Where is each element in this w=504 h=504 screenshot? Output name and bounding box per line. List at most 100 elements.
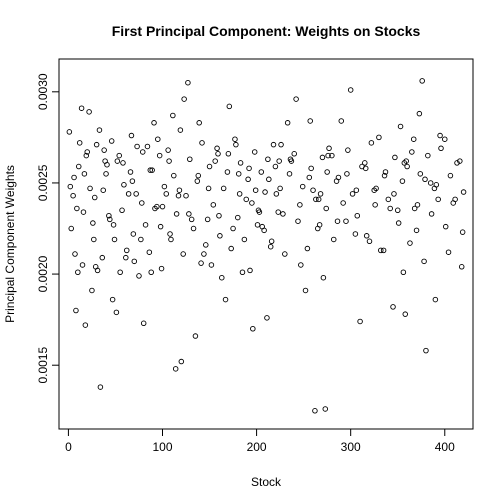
data-point [130,231,137,237]
data-point [158,265,165,272]
data-point [185,79,191,86]
data-point [225,151,232,157]
data-point [442,223,449,230]
data-point [330,236,337,243]
data-point [251,149,258,155]
data-point [84,149,90,155]
data-point [270,141,277,148]
data-point [268,238,275,245]
data-point [74,205,80,212]
data-point [92,194,98,201]
data-point [322,406,329,412]
data-point [310,187,316,193]
data-point [215,151,221,157]
data-point [214,145,220,152]
data-point [120,160,126,166]
data-point [235,171,242,177]
data-point [376,134,382,141]
data-point [212,158,218,164]
data-point [400,269,407,276]
data-point [139,149,146,155]
data-point [419,78,425,84]
data-point [344,171,350,177]
data-point [113,309,120,316]
data-point [216,212,222,219]
data-point [252,187,259,193]
data-point [79,262,86,268]
y-tick-label: 0.0030 [36,73,50,110]
data-point [245,176,251,183]
data-point [205,185,212,192]
data-point [203,242,209,248]
data-point [334,218,341,224]
data-point [325,152,331,159]
data-point [66,129,73,135]
data-point [109,296,116,303]
data-point [167,231,173,237]
data-point [458,264,465,270]
data-point [82,322,89,328]
data-point [224,169,231,175]
data-point [81,171,88,177]
data-point [100,187,106,193]
data-point [117,269,123,276]
data-point [304,245,311,252]
data-point [147,167,154,173]
data-point [345,147,351,153]
data-point [175,192,182,199]
data-point [246,165,252,172]
data-point [395,220,402,226]
data-point [293,96,299,102]
data-point [208,262,215,268]
data-point [459,229,466,235]
data-point [320,274,327,281]
data-point [373,185,379,192]
data-point [278,141,284,148]
x-tick-label: 300 [341,440,361,454]
data-point [280,211,286,217]
data-point [133,191,139,197]
data-point [83,152,90,159]
data-point [186,211,192,217]
data-point [262,189,268,195]
data-point [282,251,288,257]
data-point [362,160,368,166]
data-point [125,191,132,197]
data-point [340,200,346,206]
data-point [457,158,463,164]
data-point [134,143,140,150]
data-point [199,140,205,146]
data-point [354,212,361,219]
data-point [315,196,322,203]
data-point [159,203,166,210]
data-point [319,154,326,161]
data-point [219,274,225,281]
data-point [103,171,109,177]
data-points [66,78,467,414]
data-point [417,171,424,177]
data-point [70,192,76,199]
data-point [306,174,313,181]
y-tick-label: 0.0020 [36,255,50,292]
data-point [75,269,81,276]
data-point [140,320,147,327]
data-point [316,222,323,228]
data-point [425,152,431,159]
data-point [163,191,170,197]
data-point [228,245,234,252]
data-point [254,222,261,228]
data-point [411,205,418,212]
data-point [302,287,309,294]
data-point [397,123,404,130]
plot-frame [58,58,474,430]
data-point [192,333,199,339]
data-point [97,384,104,390]
data-point [267,243,274,250]
data-point [385,196,392,203]
data-point [142,222,149,228]
x-tick-label: 100 [152,440,172,454]
data-point [173,211,180,217]
data-point [362,165,369,172]
data-point [139,200,145,206]
data-point [94,267,101,274]
